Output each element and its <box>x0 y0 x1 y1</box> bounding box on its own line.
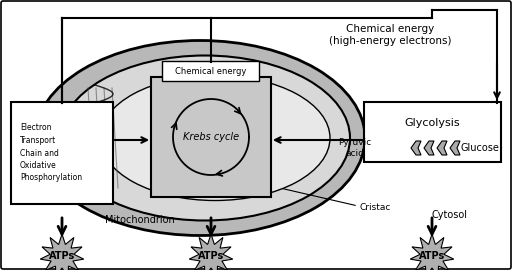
Text: Cristac: Cristac <box>360 204 391 212</box>
Ellipse shape <box>60 56 350 221</box>
Polygon shape <box>410 234 454 270</box>
FancyBboxPatch shape <box>364 102 501 162</box>
Polygon shape <box>189 234 233 270</box>
Polygon shape <box>411 141 421 155</box>
Polygon shape <box>437 141 447 155</box>
FancyBboxPatch shape <box>162 61 259 81</box>
Text: Glycolysis: Glycolysis <box>404 118 460 128</box>
Polygon shape <box>40 234 84 270</box>
FancyBboxPatch shape <box>151 77 271 197</box>
Text: Glucose: Glucose <box>461 143 499 153</box>
Text: ATPs: ATPs <box>419 251 445 261</box>
FancyBboxPatch shape <box>11 102 113 204</box>
Text: Krebs cycle: Krebs cycle <box>183 132 239 142</box>
Polygon shape <box>424 141 434 155</box>
Text: Chemical energy: Chemical energy <box>175 66 246 76</box>
Text: Cytosol: Cytosol <box>432 210 468 220</box>
Polygon shape <box>450 141 460 155</box>
Ellipse shape <box>35 40 365 235</box>
Ellipse shape <box>100 76 330 201</box>
Text: Pyruvic
acid: Pyruvic acid <box>338 138 372 158</box>
Text: ATPs: ATPs <box>198 251 224 261</box>
Text: Mitochondrion: Mitochondrion <box>105 215 175 225</box>
Text: Chemical energy
(high-energy electrons): Chemical energy (high-energy electrons) <box>329 24 451 46</box>
Text: Electron
Transport
Chain and
Oxidative
Phosphorylation: Electron Transport Chain and Oxidative P… <box>20 123 82 183</box>
Text: ATPs: ATPs <box>49 251 75 261</box>
